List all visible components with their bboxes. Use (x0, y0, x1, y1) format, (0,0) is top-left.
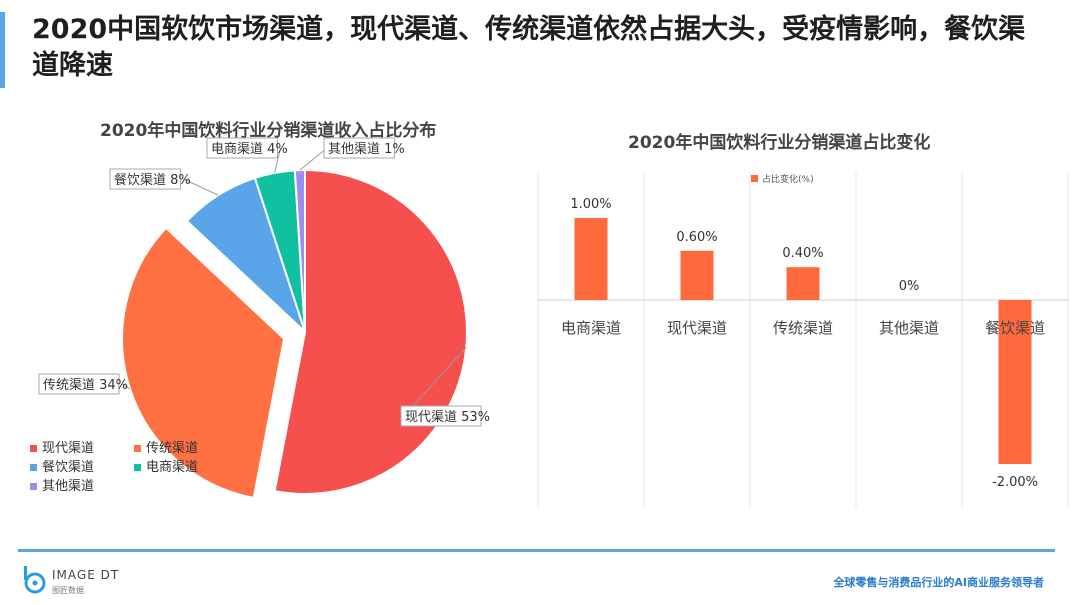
bar-legend-swatch (751, 175, 758, 182)
bar-category-label: 电商渠道 (561, 319, 621, 337)
legend-label: 现代渠道 (42, 441, 95, 456)
bar (680, 250, 714, 300)
pie-label-box (109, 168, 181, 190)
bar-chart-title: 2020年中国饮料行业分销渠道占比变化 (628, 133, 931, 153)
pie-legend-item: 传统渠道 (134, 437, 198, 456)
logo-subtext: 图匠数据 (52, 586, 84, 595)
legend-swatch (30, 483, 37, 490)
pie-label-box (206, 137, 278, 159)
legend-swatch (30, 445, 37, 452)
bar-data-label: -2.00% (992, 475, 1038, 490)
pie-legend-item: 现代渠道 (30, 437, 94, 456)
bar-data-label: 1.00% (570, 197, 611, 212)
bar-category-label: 餐饮渠道 (985, 319, 1045, 337)
pie-label-box (323, 137, 395, 159)
bar-category-label: 其他渠道 (879, 319, 939, 337)
page-title: 2020中国软饮市场渠道，现代渠道、传统渠道依然占据大头，受疫情影响，餐饮渠道降… (32, 14, 1026, 81)
bar-data-label: 0.60% (676, 230, 717, 245)
logo-text: IMAGE DT (52, 568, 120, 582)
pie-leader-line (183, 178, 219, 196)
legend-swatch (134, 464, 141, 471)
pie-data-label: 现代渠道 53% (405, 410, 490, 425)
legend-label: 其他渠道 (42, 479, 95, 494)
legend-swatch (134, 445, 141, 452)
bar (574, 218, 608, 300)
pie-leader-line (299, 147, 328, 171)
imagedt-logo-icon (24, 566, 46, 594)
pie-slice (293, 168, 306, 333)
bar (786, 267, 820, 300)
pie-label-box (38, 373, 120, 395)
pie-chart-title: 2020年中国饮料行业分销渠道收入占比分布 (100, 121, 437, 141)
pie-leader-line (121, 383, 131, 390)
title-accent-bar (0, 12, 5, 88)
legend-swatch (30, 464, 37, 471)
pie-legend-item: 餐饮渠道 (30, 456, 94, 475)
legend-label: 传统渠道 (146, 441, 199, 456)
pie-data-label: 餐饮渠道 8% (114, 172, 191, 188)
bar-data-label: 0% (899, 279, 920, 294)
pie-leader-line (274, 147, 281, 173)
legend-label: 电商渠道 (146, 460, 199, 475)
footer-tagline: 全球零售与消费品行业的AI商业服务领导者 (833, 576, 1044, 589)
pie-slice (121, 226, 286, 500)
legend-label: 餐饮渠道 (42, 460, 95, 475)
bar-data-label: 0.40% (782, 246, 823, 261)
bar (998, 300, 1032, 464)
pie-data-label: 传统渠道 34% (43, 378, 128, 393)
pie-label-box (400, 405, 482, 427)
footer-divider (18, 549, 1055, 552)
pie-legend-item: 电商渠道 (134, 456, 198, 475)
pie-data-label: 其他渠道 1% (328, 142, 405, 157)
pie-legend-item: 其他渠道 (30, 475, 94, 494)
pie-data-label: 电商渠道 4% (211, 142, 288, 157)
bar-legend-label: 占比变化(%) (762, 173, 814, 185)
bar-category-label: 传统渠道 (773, 319, 833, 337)
bar-category-label: 现代渠道 (667, 319, 727, 337)
pie-leader-line (403, 346, 467, 417)
